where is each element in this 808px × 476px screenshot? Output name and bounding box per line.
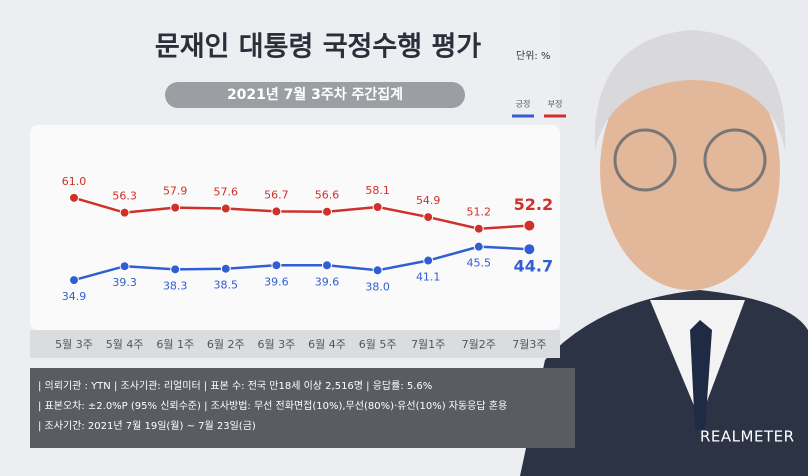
point [69, 192, 79, 203]
x-tick-label: 6월 2주 [207, 338, 245, 351]
point [170, 202, 181, 213]
data-label: 44.7 [514, 257, 553, 276]
x-tick-label: 7월1주 [411, 338, 445, 351]
data-label: 57.9 [163, 185, 188, 198]
point [473, 223, 484, 234]
series-line [73, 245, 530, 282]
x-tick-label: 7월3주 [512, 338, 546, 351]
data-label: 39.3 [112, 276, 137, 289]
x-tick-label: 6월 1주 [156, 338, 194, 351]
data-label: 58.1 [365, 184, 390, 197]
plot-panel [30, 125, 560, 330]
footer-line: | 의뢰기관 : YTN | 조사기관: 리얼미터 | 표본 수: 전국 만18… [38, 380, 432, 392]
point [271, 260, 282, 271]
point [372, 265, 383, 276]
data-label: 56.7 [264, 188, 289, 201]
point [372, 201, 383, 212]
data-label: 57.6 [214, 186, 239, 199]
x-tick-label: 5월 3주 [55, 338, 93, 351]
legend-label: 부정 [548, 99, 563, 109]
subtitle: 2021년 7월 3주차 주간집계 [227, 86, 403, 103]
point [322, 206, 332, 217]
data-label: 61.0 [62, 175, 87, 188]
point [220, 263, 231, 274]
data-label: 56.3 [112, 190, 137, 203]
data-label: 34.9 [62, 290, 87, 303]
footer-line: | 조사기간: 2021년 7월 19일(월) ~ 7월 23일(금) [38, 420, 256, 432]
data-label: 41.1 [416, 271, 441, 284]
point [220, 203, 231, 214]
x-tick-label: 7월2주 [462, 338, 496, 351]
point [119, 207, 130, 218]
footer-box [30, 368, 575, 448]
point [523, 243, 536, 256]
data-label: 56.6 [315, 189, 340, 202]
chart-title: 문재인 대통령 국정수행 평가 [155, 32, 481, 63]
subtitle-pill [165, 82, 465, 108]
portrait [520, 0, 808, 476]
data-label: 38.3 [163, 279, 188, 292]
point [322, 260, 332, 271]
point [119, 261, 130, 272]
x-tick-label: 6월 3주 [258, 338, 296, 351]
legend-label: 긍정 [516, 99, 531, 109]
x-tick-label: 6월 4주 [308, 338, 346, 351]
x-tick-label: 6월 5주 [359, 338, 397, 351]
footer-line: | 표본오차: ±2.0%P (95% 신뢰수준) | 조사방법: 무선 전화면… [38, 399, 507, 412]
series-line [73, 196, 530, 230]
point [473, 241, 484, 252]
data-label: 54.9 [416, 194, 441, 207]
point [523, 219, 536, 232]
brand: REALMETER [700, 428, 795, 446]
point [170, 264, 181, 275]
category-band [30, 330, 560, 358]
data-label: 39.6 [315, 275, 340, 288]
point [423, 212, 434, 223]
point [69, 275, 79, 286]
x-tick-label: 5월 4주 [106, 338, 144, 351]
point [423, 255, 434, 266]
data-label: 45.5 [467, 257, 492, 270]
data-label: 52.2 [514, 195, 553, 214]
data-label: 39.6 [264, 275, 289, 288]
data-label: 38.5 [214, 279, 239, 292]
unit: 단위: % [516, 49, 550, 62]
point [271, 206, 282, 217]
data-label: 51.2 [467, 206, 492, 219]
data-label: 38.0 [365, 280, 390, 293]
